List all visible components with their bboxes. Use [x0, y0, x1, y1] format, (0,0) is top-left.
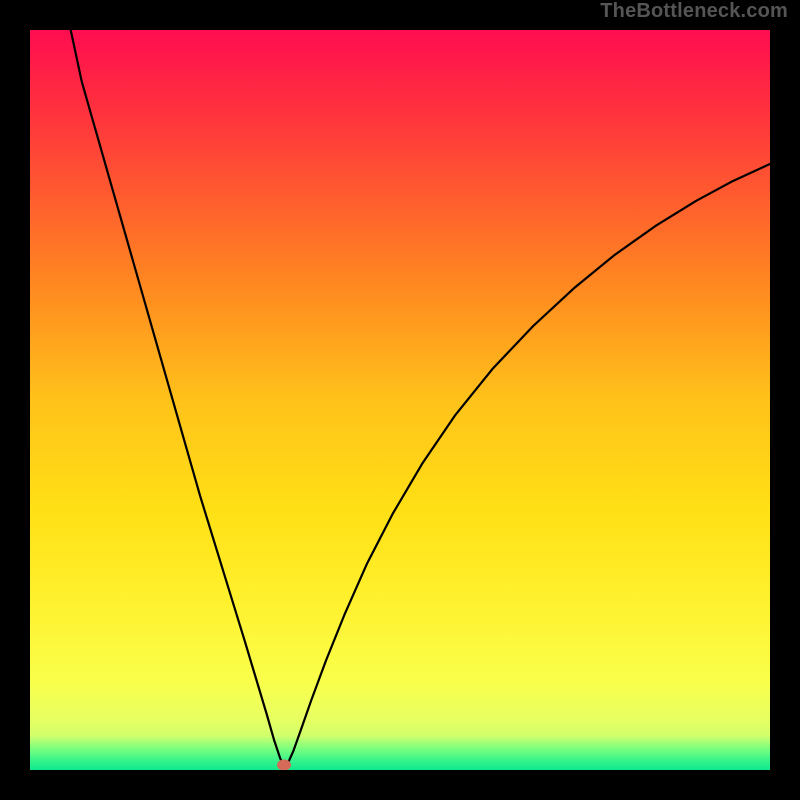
bottleneck-curve-svg	[30, 30, 770, 770]
bottleneck-curve-path	[71, 30, 770, 766]
plot-area	[30, 30, 770, 770]
chart-canvas: TheBottleneck.com	[0, 0, 800, 800]
minimum-marker-dot	[277, 759, 291, 770]
watermark-text: TheBottleneck.com	[600, 0, 788, 23]
